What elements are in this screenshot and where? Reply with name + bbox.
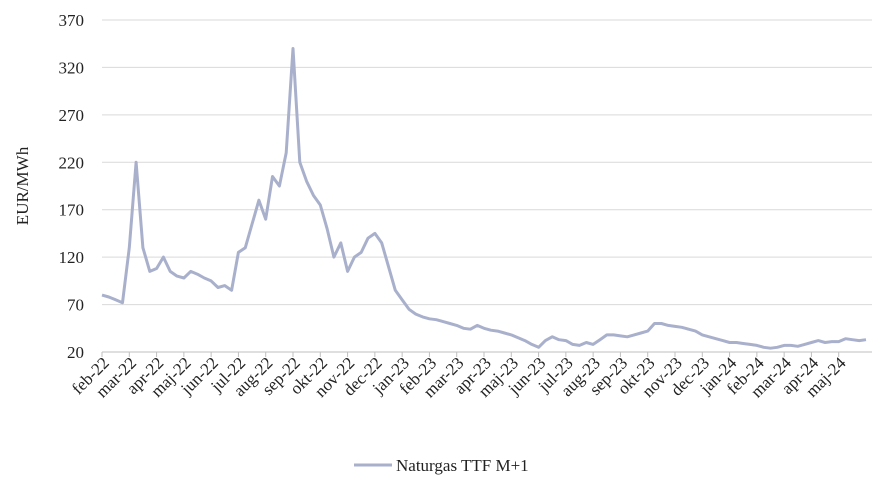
y-tick-label: 70 (67, 296, 84, 315)
y-tick-label: 170 (59, 201, 85, 220)
series-line (101, 47, 867, 350)
y-tick-label: 20 (67, 343, 84, 362)
y-tick-label: 120 (59, 248, 85, 267)
y-tick-label: 320 (59, 58, 85, 77)
y-tick-label: 270 (59, 106, 85, 125)
legend-label: Naturgas TTF M+1 (396, 456, 529, 475)
y-axis-label: EUR/MWh (13, 146, 32, 225)
y-tick-label: 370 (59, 11, 85, 30)
y-tick-label: 220 (59, 153, 85, 172)
